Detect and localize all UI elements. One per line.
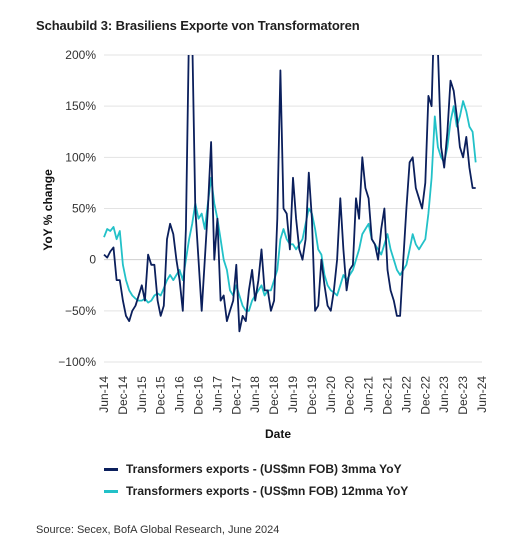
- x-tick-label: Dec-18: [267, 376, 281, 415]
- y-tick-label: 150%: [65, 99, 96, 113]
- series-lines: [103, 55, 477, 333]
- x-tick-label: Jun-24: [475, 376, 489, 413]
- y-tick-label: 100%: [65, 150, 96, 164]
- x-tick-label: Dec-14: [116, 376, 130, 415]
- x-tick-label: Jun-21: [362, 376, 376, 413]
- figure-title: Schaubild 3: Brasiliens Exporte von Tran…: [36, 18, 360, 33]
- legend-label-12mma: Transformers exports - (US$mn FOB) 12mma…: [126, 484, 409, 498]
- legend-item-3mma: Transformers exports - (US$mn FOB) 3mma …: [104, 458, 408, 480]
- x-tick-label: Jun-23: [437, 376, 451, 413]
- x-tick-label: Jun-17: [210, 376, 224, 413]
- x-tick-label: Dec-21: [381, 376, 395, 415]
- x-tick-label: Jun-14: [97, 376, 111, 413]
- x-tick-label: Dec-23: [456, 376, 470, 415]
- y-tick-label: −100%: [58, 355, 96, 369]
- source-note: Source: Secex, BofA Global Research, Jun…: [36, 524, 280, 536]
- y-tick-label: 50%: [72, 202, 96, 216]
- x-tick-label: Dec-22: [418, 376, 432, 415]
- x-tick-label: Jun-18: [248, 376, 262, 413]
- x-tick-label: Dec-15: [154, 376, 168, 415]
- x-tick-label: Jun-16: [173, 376, 187, 413]
- x-tick-label: Dec-16: [192, 376, 206, 415]
- x-axis-ticks: Jun-14 Dec-14 Jun-15 Dec-15 Jun-16 Dec-16 Jun-…: [97, 376, 489, 415]
- y-tick-label: 200%: [65, 48, 96, 62]
- legend-item-12mma: Transformers exports - (US$mn FOB) 12mma…: [104, 480, 408, 502]
- gridlines: [104, 54, 482, 363]
- x-tick-label: Dec-20: [343, 376, 357, 415]
- legend-swatch-12mma: [104, 489, 118, 493]
- legend: Transformers exports - (US$mn FOB) 3mma …: [104, 458, 408, 502]
- x-tick-label: Dec-19: [305, 376, 319, 415]
- y-axis-label: YoY % change: [41, 169, 55, 251]
- series-line-12mma: [103, 100, 477, 312]
- x-axis-label: Date: [265, 427, 291, 441]
- legend-label-3mma: Transformers exports - (US$mn FOB) 3mma …: [126, 462, 402, 476]
- y-tick-label: 0: [89, 253, 96, 267]
- x-tick-label: Jun-19: [286, 376, 300, 413]
- x-tick-label: Jun-22: [399, 376, 413, 413]
- x-tick-label: Jun-20: [324, 376, 338, 413]
- legend-swatch-3mma: [104, 467, 118, 471]
- y-tick-label: −50%: [65, 304, 96, 318]
- series-line-3mma: [103, 55, 476, 333]
- x-tick-label: Dec-17: [229, 376, 243, 415]
- line-chart: −100%−50%050%100%150%200% Jun-14 Dec-14 Ju…: [41, 48, 489, 441]
- x-tick-label: Jun-15: [135, 376, 149, 413]
- y-axis-ticks: −100% −50% 0 50% 100% 150% 200%: [58, 48, 96, 369]
